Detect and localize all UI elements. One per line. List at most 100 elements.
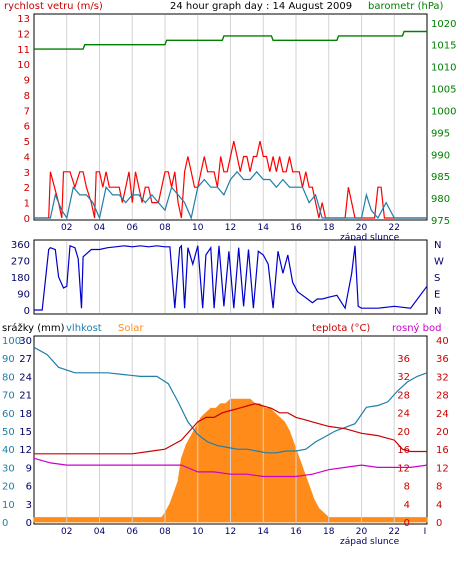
axis-tick-label: 50 [2, 427, 15, 438]
axis-tick-label: 4 [436, 500, 442, 511]
axis-tick-label: 180 [11, 273, 30, 284]
hour-tick-label: 14 [258, 223, 270, 233]
axis-tick-label: 0 [24, 306, 30, 317]
axis-tick-label: 30 [19, 336, 32, 347]
hour-tick-label: 12 [225, 527, 236, 537]
hour-tick-label: 22 [389, 527, 400, 537]
wind-tick-label: 4 [24, 152, 30, 163]
barometer-tick-labels: 1020 1015 1010 1005 1000 995 990 985 980 975 [431, 19, 456, 227]
axis-tick-label: E [434, 290, 440, 301]
barometer-tick-label: 1015 [431, 41, 456, 52]
temperature-tick-labels-left: 36 32 28 24 20 16 12 8 4 0 [397, 354, 410, 529]
axis-tick-label: N [434, 306, 441, 317]
panel2-gridlines [66, 241, 395, 313]
barometer-tick-label: 1005 [431, 85, 456, 96]
barometer-tick-label: 1020 [431, 19, 456, 30]
hour-tick-label: 14 [258, 527, 270, 537]
wind-tick-label: 12 [17, 29, 30, 40]
axis-tick-label: 16 [397, 445, 410, 456]
axis-tick-label: 0 [26, 518, 32, 529]
panel3-sunset-label: západ slunce [340, 537, 400, 547]
axis-tick-label: 30 [2, 463, 15, 474]
barometer-tick-label: 995 [431, 128, 450, 139]
axis-tick-label: 12 [436, 463, 449, 474]
axis-tick-label: 24 [19, 372, 32, 383]
rain-axis-label: srážky (mm) [2, 322, 65, 334]
wind-tick-label: 6 [24, 122, 30, 133]
hour-tick-label: 04 [94, 527, 106, 537]
axis-tick-label: 20 [436, 427, 449, 438]
wind-tick-label: 9 [24, 76, 30, 87]
hour-tick-label: 16 [290, 223, 302, 233]
axis-tick-label: 20 [397, 427, 410, 438]
panel-humidity-temperature: srážky (mm) vlhkost Solar teplota (°C) r… [2, 322, 449, 547]
axis-tick-label: 21 [19, 391, 32, 402]
wind-tick-label: 3 [24, 168, 30, 179]
chart-title: 24 hour graph day : 14 August 2009 [170, 1, 352, 12]
hour-tick-label: 10 [192, 527, 204, 537]
axis-tick-label: 20 [2, 482, 15, 493]
axis-tick-label: 16 [436, 445, 449, 456]
barometer-tick-label: 975 [431, 216, 450, 227]
axis-tick-label: 32 [397, 372, 410, 383]
axis-tick-label: 0 [436, 518, 442, 529]
axis-tick-label: 8 [404, 482, 410, 493]
axis-tick-label: 36 [436, 354, 449, 365]
axis-tick-label: 18 [19, 409, 32, 420]
hour-end-label: I [424, 527, 427, 537]
hour-tick-label: 06 [127, 223, 139, 233]
wind-average-line [34, 170, 427, 220]
temperature-axis-label: teplota (°C) [312, 323, 370, 334]
barometer-tick-label: 990 [431, 150, 450, 161]
axis-tick-label: 36 [397, 354, 410, 365]
axis-tick-label: 0 [2, 518, 8, 529]
axis-tick-label: 270 [11, 257, 30, 268]
axis-tick-label: 10 [2, 500, 15, 511]
axis-tick-label: 27 [19, 354, 32, 365]
hour-tick-label: 20 [356, 223, 368, 233]
hour-tick-label: 04 [94, 223, 106, 233]
hour-tick-label: 08 [159, 527, 171, 537]
axis-tick-label: W [434, 257, 444, 268]
barometer-tick-label: 985 [431, 172, 450, 183]
axis-tick-label: 12 [19, 445, 32, 456]
wind-direction-line [34, 244, 428, 311]
direction-tick-labels: 360 270 180 90 0 [11, 240, 30, 317]
axis-tick-label: 3 [26, 500, 32, 511]
solar-axis-label: Solar [118, 323, 144, 334]
axis-tick-label: 6 [26, 482, 32, 493]
wind-tick-label: 0 [24, 214, 30, 225]
panel3-gridlines [66, 337, 395, 523]
axis-tick-label: 15 [19, 427, 32, 438]
wind-tick-label: 1 [24, 199, 30, 210]
wind-gust-line [34, 140, 427, 219]
humidity-line [33, 346, 428, 454]
wind-tick-label: 2 [24, 183, 30, 194]
dewpoint-line [33, 457, 428, 478]
axis-tick-label: N [434, 240, 441, 251]
barometer-axis-label: barometr (hPa) [368, 1, 444, 12]
hour-tick-label: 22 [389, 223, 400, 233]
temperature-line [34, 403, 427, 455]
barometer-tick-label: 1000 [431, 106, 456, 117]
panel1-sunset-label: západ slunce [340, 233, 400, 243]
hour-tick-label: 06 [127, 527, 139, 537]
axis-tick-label: 8 [436, 482, 442, 493]
axis-tick-label: 24 [436, 409, 449, 420]
hour-tick-label: 08 [159, 223, 171, 233]
hour-tick-label: 12 [225, 223, 236, 233]
axis-tick-label: 28 [436, 391, 449, 402]
axis-tick-label: 90 [17, 290, 30, 301]
dewpoint-axis-label: rosný bod [392, 322, 441, 334]
wind-tick-label: 11 [17, 45, 30, 56]
axis-tick-label: S [434, 273, 440, 284]
wind-tick-label: 8 [24, 91, 30, 102]
barometer-tick-label: 1010 [431, 63, 456, 74]
wind-tick-label: 13 [17, 14, 30, 25]
axis-tick-label: 100 [2, 336, 21, 347]
